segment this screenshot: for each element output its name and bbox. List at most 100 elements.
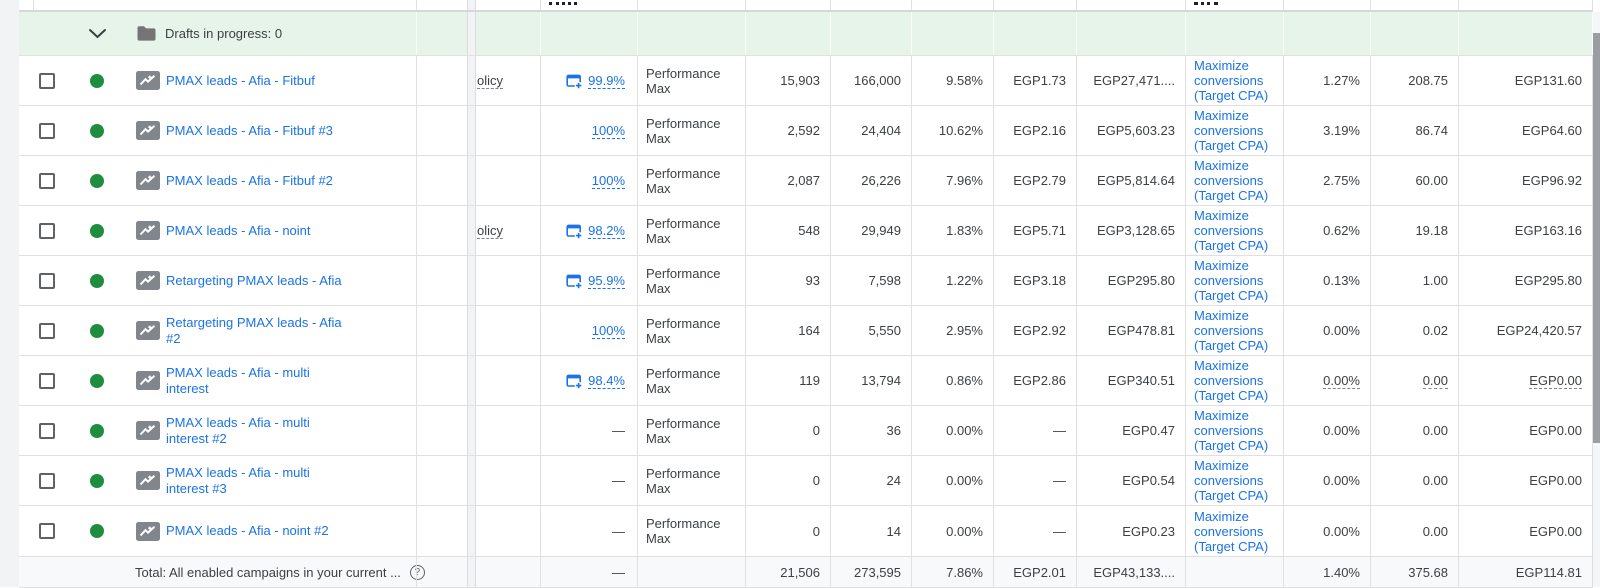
row-checkbox[interactable] (39, 472, 55, 489)
cell (1370, 12, 1458, 55)
row-checkbox[interactable] (39, 272, 55, 289)
bid-strategy-link[interactable]: Maximize conversions (Target CPA) (1194, 458, 1269, 503)
metric-value: 1.00 (1422, 273, 1448, 288)
row-checkbox[interactable] (39, 122, 55, 139)
cell (416, 306, 467, 355)
bid-strategy-link[interactable]: Maximize conversions (Target CPA) (1194, 258, 1269, 303)
campaign-chart-icon (136, 221, 160, 240)
header-cell (1370, 0, 1458, 10)
policy-link-clipped[interactable]: olicy (477, 222, 504, 239)
metric-value: — (1053, 523, 1066, 539)
bid-strategy-link[interactable]: Maximize conversions (Target CPA) (1194, 208, 1269, 253)
cell (19, 12, 75, 55)
cell (476, 406, 540, 455)
bid-strategy-link[interactable]: Maximize conversions (Target CPA) (1194, 108, 1269, 153)
campaign-name-link[interactable]: PMAX leads - Afia - Fitbuf #3 (166, 122, 333, 138)
optimization-score-link[interactable]: 98.2% (588, 222, 625, 239)
optimization-score-link[interactable]: 100% (591, 122, 625, 139)
campaign-name-link[interactable]: PMAX leads - Afia - multi interest (166, 364, 310, 396)
optimization-score-link[interactable]: 95.9% (588, 272, 625, 289)
metric-value: EGP64.60 (1522, 123, 1582, 138)
apply-recommendation-icon[interactable] (566, 273, 583, 289)
campaign-name-link[interactable]: PMAX leads - Afia - multi interest #2 (166, 414, 310, 446)
campaign-name-link[interactable]: PMAX leads - Afia - noint #2 (166, 523, 329, 538)
metric-value: EGP340.51 (1107, 373, 1175, 388)
metric-value[interactable]: 0.00% (1323, 372, 1360, 389)
cell (19, 356, 75, 405)
campaign-name-link[interactable]: Retargeting PMAX leads - Afia (166, 272, 342, 288)
row-checkbox[interactable] (39, 322, 55, 339)
campaign-name-link[interactable]: Retargeting PMAX leads - Afia #2 (166, 314, 342, 346)
enabled-status-dot (90, 223, 104, 238)
optimization-score-link[interactable]: 99.9% (588, 72, 625, 89)
frozen-pane-divider (467, 206, 476, 255)
row-checkbox[interactable] (39, 172, 55, 189)
bid-strategy-link[interactable]: Maximize conversions (Target CPA) (1194, 408, 1269, 453)
optimization-score-cell: — (540, 506, 637, 556)
campaign-name-link[interactable]: PMAX leads - Afia - noint (166, 222, 311, 238)
campaign-type-cell: Performance Max (637, 306, 745, 355)
metric-value: 7,598 (868, 273, 901, 288)
campaign-rows: PMAX leads - Afia - Fitbuf olicy 99.9% Perf… (19, 56, 1593, 557)
metric-value: EGP0.47 (1122, 423, 1175, 438)
cell (416, 156, 467, 205)
row-checkbox[interactable] (39, 72, 55, 89)
metric-value: 0.00% (1323, 523, 1360, 539)
metric-value: 26,226 (861, 173, 901, 188)
campaign-row: PMAX leads - Afia - multi interest 98.4% P… (19, 356, 1593, 406)
cell (1283, 12, 1370, 55)
metric-value: 0 (812, 523, 820, 539)
row-checkbox[interactable] (39, 222, 55, 239)
header-cell (416, 0, 467, 10)
enabled-status-dot (90, 524, 104, 538)
bid-strategy-cell: Maximize conversions (Target CPA) (1185, 506, 1283, 556)
campaign-name-link[interactable]: PMAX leads - Afia - Fitbuf #2 (166, 172, 333, 188)
metric-value[interactable]: EGP0.00 (1529, 372, 1582, 389)
metric-value: 0.62% (1323, 223, 1360, 238)
cell (911, 12, 993, 55)
row-checkbox[interactable] (39, 422, 55, 439)
metric-value: 2,592 (787, 123, 820, 138)
campaign-type-cell: Performance Max (637, 356, 745, 405)
metric-value: EGP2.16 (1013, 123, 1066, 138)
clipped-header-text (549, 2, 577, 5)
metric-value: EGP3,128.65 (1096, 223, 1175, 238)
optimization-score-cell: 100% (540, 156, 637, 205)
metric-value: 1.22% (946, 273, 983, 288)
bid-strategy-link[interactable]: Maximize conversions (Target CPA) (1194, 158, 1269, 203)
total-cost-per-conv: EGP114.81 (1458, 557, 1593, 587)
campaign-chart-icon (136, 171, 160, 190)
row-checkbox[interactable] (39, 372, 55, 389)
row-checkbox[interactable] (39, 523, 55, 539)
cell (19, 156, 75, 205)
vertical-scrollbar-thumb[interactable] (1593, 33, 1600, 443)
frozen-pane-divider (467, 406, 476, 455)
apply-recommendation-icon[interactable] (566, 223, 583, 239)
help-icon[interactable]: ? (409, 564, 425, 580)
bid-strategy-cell: Maximize conversions (Target CPA) (1185, 406, 1283, 455)
cell (19, 406, 75, 455)
apply-recommendation-icon[interactable] (566, 373, 583, 389)
frozen-pane-divider (467, 256, 476, 305)
metric-value: 29,949 (861, 223, 901, 238)
optimization-score-link[interactable]: 100% (591, 322, 625, 339)
optimization-score-link[interactable]: 100% (591, 172, 625, 189)
bid-strategy-link[interactable]: Maximize conversions (Target CPA) (1194, 358, 1269, 403)
metric-value: — (1053, 473, 1066, 488)
bid-strategy-link[interactable]: Maximize conversions (Target CPA) (1194, 508, 1269, 554)
cell (19, 56, 75, 105)
bid-strategy-link[interactable]: Maximize conversions (Target CPA) (1194, 308, 1269, 353)
metric-value: 0.00 (1422, 473, 1448, 488)
policy-link-clipped[interactable]: olicy (477, 72, 504, 89)
campaign-name-link[interactable]: PMAX leads - Afia - multi interest #3 (166, 464, 310, 496)
apply-recommendation-icon[interactable] (566, 73, 583, 89)
enabled-status-dot (90, 173, 104, 188)
bid-strategy-link[interactable]: Maximize conversions (Target CPA) (1194, 58, 1269, 103)
chevron-down-icon[interactable] (88, 28, 107, 39)
metric-value: 0.00% (946, 473, 983, 488)
campaign-name-link[interactable]: PMAX leads - Afia - Fitbuf (166, 72, 315, 88)
metric-value: 7.96% (946, 173, 983, 188)
optimization-score-empty: — (612, 523, 625, 539)
metric-value[interactable]: 0.00 (1422, 372, 1448, 389)
optimization-score-link[interactable]: 98.4% (588, 372, 625, 389)
